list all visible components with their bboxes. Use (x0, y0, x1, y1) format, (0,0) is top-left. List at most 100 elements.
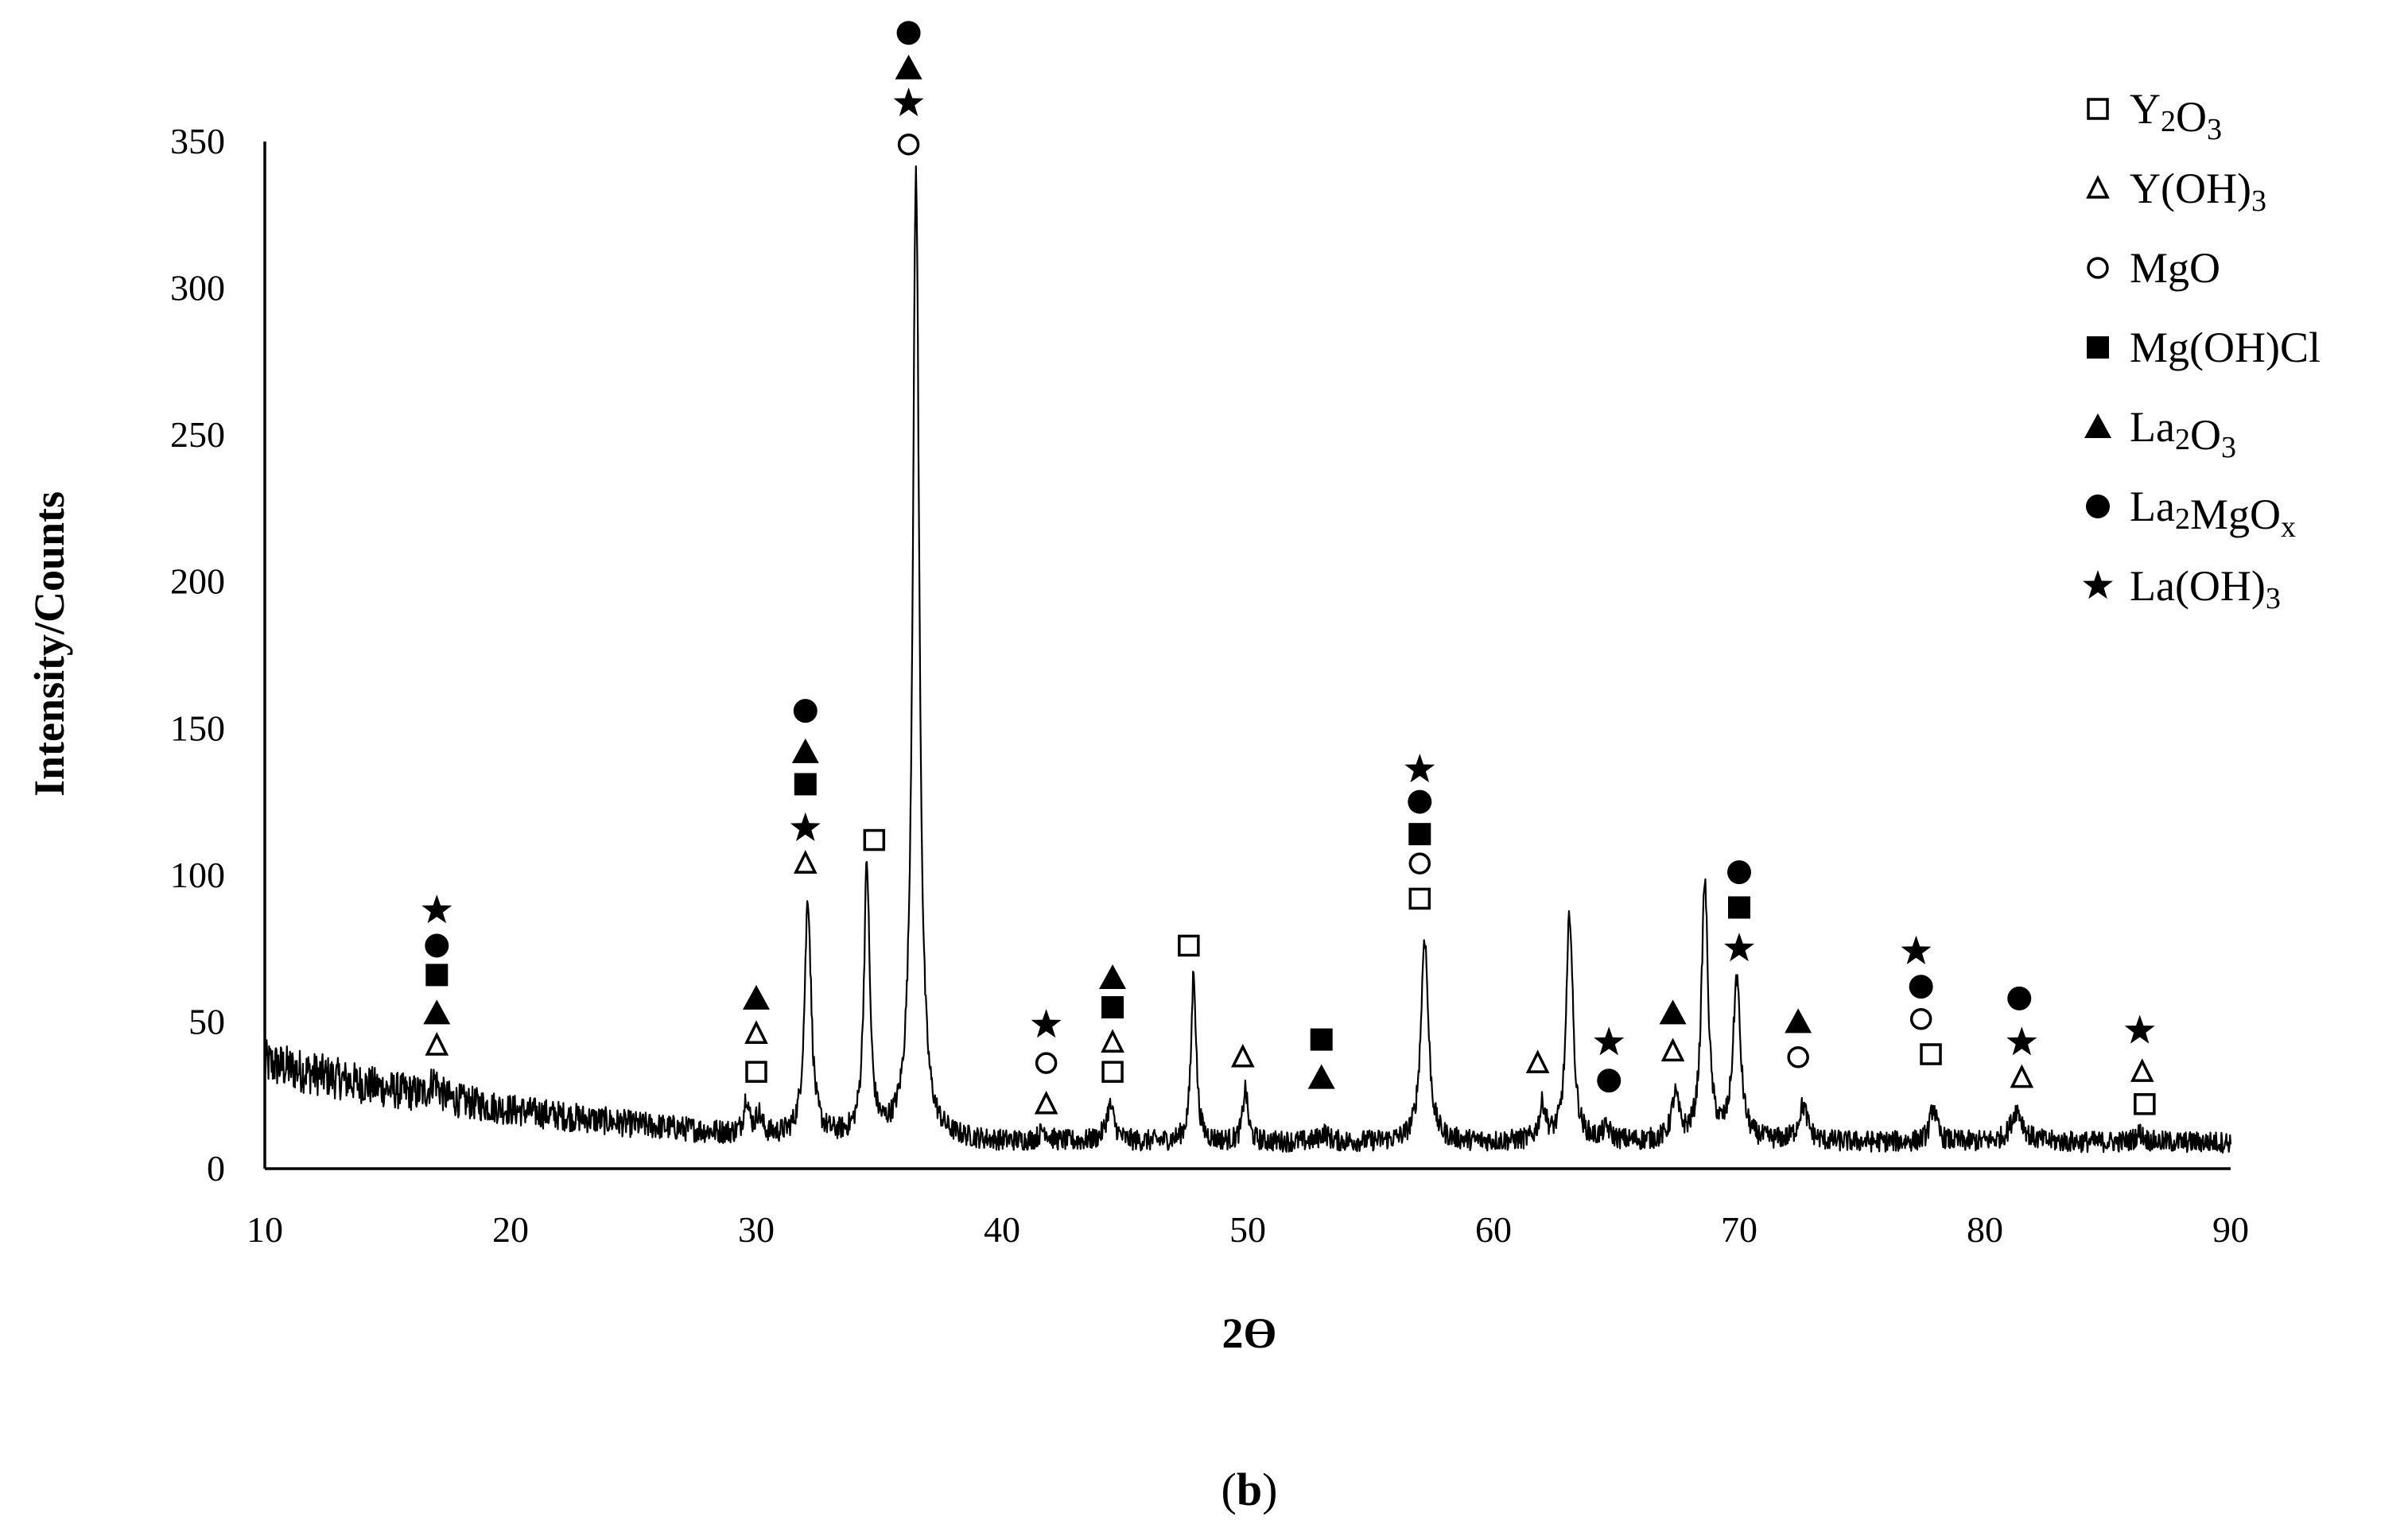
y-tick-label: 100 (170, 855, 225, 895)
peak-marker-filled-circle (1727, 860, 1751, 885)
peak-marker-star (2124, 1014, 2155, 1044)
peak-marker-open-square (745, 1061, 767, 1083)
peak-marker-filled-triangle (791, 738, 819, 763)
legend-label: La2MgOx (2130, 483, 2296, 544)
legend-label-text: La (2130, 483, 2175, 530)
legend-label-subscript: 3 (2266, 582, 2281, 615)
x-tick-label: 10 (247, 1209, 283, 1250)
peak-marker-open-triangle (1660, 1037, 1685, 1062)
peak-marker-open-square (1178, 934, 1200, 957)
peak-marker-star (790, 812, 821, 841)
legend-item: Mg(OH)Cl (2087, 324, 2321, 371)
legend-item: MgO (2087, 244, 2220, 292)
legend-item: La2MgOx (2086, 483, 2296, 544)
peak-marker-filled-square (1310, 1028, 1333, 1051)
x-tick-label: 30 (738, 1209, 775, 1250)
peak-marker-filled-triangle (895, 54, 922, 80)
peak-marker-open-circle (1035, 1052, 1058, 1074)
axis-ticks: 10 20 30 40 50 60 70 80 90 0 50 100 150 200 250 300 350 (170, 121, 2249, 1250)
y-tick-label: 0 (207, 1148, 225, 1189)
x-tick-label: 90 (2212, 1209, 2249, 1250)
legend-marker-star (2083, 570, 2113, 599)
legend-marker-filled-triangle (2084, 413, 2111, 438)
legend-label-subscript: 3 (2221, 431, 2236, 464)
peak-marker-open-square (2134, 1093, 2156, 1115)
peak-marker-star (1724, 933, 1754, 962)
legend-label: La2O3 (2130, 403, 2236, 464)
peak-marker-open-circle (1787, 1045, 1809, 1069)
y-tick-label: 150 (170, 708, 225, 748)
xrd-trace (263, 165, 2232, 1154)
peak-marker-open-triangle (1230, 1043, 1255, 1068)
peak-marker-filled-circle (896, 21, 921, 45)
legend-label-subscript: 2 (2161, 105, 2176, 138)
legend-marker-filled-square (2087, 336, 2109, 359)
peak-marker-star (1404, 754, 1435, 783)
peak-marker-open-triangle (793, 850, 818, 874)
y-tick-label: 250 (170, 414, 225, 455)
peak-marker-filled-triangle (1307, 1064, 1335, 1089)
legend-item: Y2O3 (2087, 85, 2222, 146)
peak-marker-open-circle (1909, 1007, 1932, 1030)
legend-label-subscript: 2 (2175, 502, 2190, 536)
peak-marker-open-triangle (2130, 1058, 2154, 1082)
legend-label: Y2O3 (2130, 85, 2222, 146)
plot-axes (263, 142, 2231, 1170)
peak-marker-open-triangle (425, 1032, 449, 1056)
x-axis-title: 2ϴ (1221, 1309, 1276, 1357)
peak-markers (421, 21, 2156, 1115)
peak-marker-open-triangle (1034, 1090, 1058, 1115)
legend-label-subscript: 3 (2207, 113, 2222, 146)
xrd-pattern (263, 165, 2232, 1154)
peak-marker-open-square (1408, 887, 1431, 910)
legend-label: La(OH)3 (2130, 562, 2281, 615)
peak-marker-filled-circle (1597, 1069, 1622, 1093)
legend-label-text: La (2130, 403, 2175, 451)
y-tick-label: 350 (170, 121, 225, 161)
legend-label: Mg(OH)Cl (2130, 324, 2321, 371)
peak-marker-star (893, 87, 924, 117)
peak-marker-star (1031, 1009, 1062, 1038)
peak-marker-filled-triangle (1659, 999, 1687, 1025)
peak-marker-filled-square (794, 773, 817, 796)
legend-label-text: La(OH) (2130, 562, 2266, 610)
panel-label: (b) (1221, 1464, 1278, 1515)
y-tick-label: 300 (170, 268, 225, 308)
legend-label-text: Mg(OH)Cl (2130, 324, 2321, 371)
legend-label-text: MgO (2130, 244, 2220, 292)
x-tick-label: 20 (492, 1209, 529, 1250)
peak-marker-open-circle (897, 133, 920, 156)
peak-marker-filled-triangle (423, 999, 451, 1025)
peak-marker-open-triangle (2010, 1064, 2034, 1088)
x-tick-label: 80 (1967, 1209, 2003, 1250)
panel-label-open: ( (1221, 1464, 1237, 1515)
y-axis-title: Intensity/Counts (25, 491, 73, 797)
legend-marker-open-circle (2087, 257, 2109, 279)
legend-marker-open-triangle (2086, 175, 2110, 199)
peak-marker-filled-square (425, 964, 449, 987)
legend-item: Y(OH)3 (2086, 165, 2266, 218)
legend-label: MgO (2130, 244, 2220, 292)
x-tick-label: 40 (984, 1209, 1020, 1250)
peak-marker-open-circle (1408, 852, 1431, 875)
peak-marker-filled-circle (425, 933, 449, 958)
peak-marker-open-triangle (1525, 1049, 1550, 1073)
peak-marker-filled-square (1408, 823, 1431, 846)
peak-marker-star (1901, 935, 1932, 964)
legend-label-subscript: 3 (2251, 184, 2266, 218)
peak-marker-filled-triangle (1099, 964, 1127, 990)
y-tick-label: 50 (188, 1001, 225, 1041)
x-tick-label: 70 (1721, 1209, 1757, 1250)
legend-item: La2O3 (2084, 403, 2236, 464)
peak-marker-open-triangle (1101, 1029, 1124, 1053)
peak-marker-filled-square (1101, 995, 1124, 1018)
peak-marker-filled-circle (2007, 986, 2032, 1010)
legend-marker-filled-circle (2086, 495, 2110, 518)
peak-marker-filled-triangle (1785, 1008, 1812, 1034)
y-tick-label: 200 (170, 561, 225, 602)
legend-label-subscript: x (2281, 510, 2296, 544)
panel-label-close: ) (1262, 1464, 1277, 1515)
legend-label-text: Y(OH) (2130, 165, 2251, 212)
